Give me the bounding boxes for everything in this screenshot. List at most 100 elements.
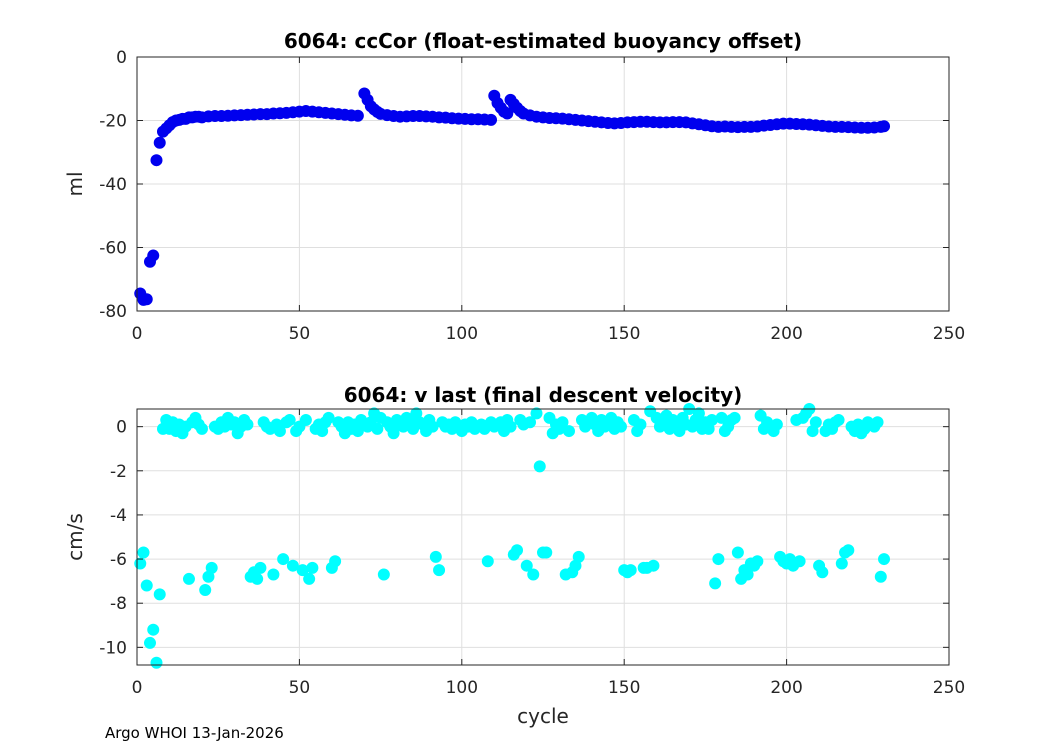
xtick-label: 50 <box>289 324 311 344</box>
data-point <box>835 557 848 570</box>
data-point <box>377 568 390 581</box>
data-point <box>387 427 400 440</box>
xtick-label: 200 <box>770 324 802 344</box>
data-point <box>556 416 569 429</box>
data-point <box>286 559 299 572</box>
data-point <box>809 416 822 429</box>
data-point <box>306 561 319 574</box>
title-cccor: 6064: ccCor (float-estimated buoyancy of… <box>284 29 802 53</box>
ytick-label: -10 <box>99 638 127 658</box>
data-point <box>741 568 754 581</box>
data-point <box>501 107 514 120</box>
ylabel-vlast: cm/s <box>63 513 87 561</box>
data-point <box>731 546 744 559</box>
data-point <box>153 136 166 149</box>
data-point <box>322 411 335 424</box>
data-point <box>426 420 439 433</box>
data-point <box>303 572 316 585</box>
xtick-label: 0 <box>132 324 143 344</box>
xtick-label: 0 <box>132 678 143 698</box>
data-point <box>634 418 647 431</box>
data-point <box>143 636 156 649</box>
data-point <box>728 411 741 424</box>
ticks-vlast: 0 50 100 150 200 250 0 -2 -4 -6 -8 -10 <box>99 409 965 698</box>
data-point <box>816 566 829 579</box>
chart-vlast: 0 50 100 150 200 250 0 -2 -4 -6 -8 -10 6064: v last… <box>63 383 965 728</box>
data-point <box>147 623 160 636</box>
data-point <box>692 407 705 420</box>
chart-cccor: 0 50 100 150 200 250 0 -20 -40 -60 -80 6064: ccCor… <box>63 29 965 344</box>
data-point <box>241 418 254 431</box>
ytick-label: -6 <box>110 550 127 570</box>
data-points-cccor <box>134 87 891 306</box>
data-point <box>147 249 160 262</box>
data-point <box>429 550 442 563</box>
xtick-label: 100 <box>446 678 478 698</box>
data-point <box>705 414 718 427</box>
data-point <box>572 550 585 563</box>
ytick-label: -8 <box>110 594 127 614</box>
data-point <box>530 407 543 420</box>
data-point <box>842 544 855 557</box>
xtick-label: 150 <box>608 678 640 698</box>
data-point <box>267 568 280 581</box>
title-vlast: 6064: v last (final descent velocity) <box>344 383 743 407</box>
data-point <box>770 418 783 431</box>
data-point <box>520 559 533 572</box>
xtick-label: 250 <box>933 678 965 698</box>
xtick-label: 50 <box>289 678 311 698</box>
data-point <box>351 109 364 122</box>
data-point <box>299 414 312 427</box>
axes-box-vlast <box>136 408 950 666</box>
data-point <box>277 553 290 566</box>
data-point <box>150 656 163 669</box>
data-point <box>199 583 212 596</box>
data-point <box>485 113 498 126</box>
data-point <box>283 414 296 427</box>
data-point <box>624 564 637 577</box>
data-point <box>511 544 524 557</box>
data-point <box>562 425 575 438</box>
data-point <box>504 420 517 433</box>
ticks-cccor: 0 50 100 150 200 250 0 -20 -40 -60 -80 <box>99 48 965 344</box>
data-point <box>150 154 163 167</box>
data-point <box>527 568 540 581</box>
ytick-label: -4 <box>110 506 127 526</box>
data-point <box>647 559 660 572</box>
data-point <box>874 570 887 583</box>
xlabel-vlast: cycle <box>517 704 569 728</box>
data-point <box>433 564 446 577</box>
data-point <box>533 460 546 473</box>
data-point <box>878 120 891 133</box>
ytick-label: -60 <box>99 239 127 259</box>
plot-area-vlast <box>137 409 949 665</box>
ytick-label: -80 <box>99 302 127 322</box>
data-point <box>371 422 384 435</box>
data-point <box>195 422 208 435</box>
ytick-label: -20 <box>99 112 127 132</box>
data-point <box>251 572 264 585</box>
data-point <box>832 414 845 427</box>
data-point <box>134 557 147 570</box>
data-point <box>871 416 884 429</box>
xtick-label: 150 <box>608 324 640 344</box>
xtick-label: 250 <box>933 324 965 344</box>
ytick-label: 0 <box>116 48 127 68</box>
xtick-label: 100 <box>446 324 478 344</box>
data-points-vlast <box>134 403 891 669</box>
data-point <box>254 561 267 574</box>
ytick-label: -40 <box>99 175 127 195</box>
xtick-label: 200 <box>770 678 802 698</box>
data-point <box>140 293 153 306</box>
data-point <box>709 577 722 590</box>
data-point <box>878 553 891 566</box>
data-point <box>140 579 153 592</box>
data-point <box>751 555 764 568</box>
data-point <box>524 416 537 429</box>
ylabel-cccor: ml <box>63 171 87 196</box>
data-point <box>712 553 725 566</box>
data-point <box>540 546 553 559</box>
data-point <box>153 588 166 601</box>
data-point <box>137 546 150 559</box>
